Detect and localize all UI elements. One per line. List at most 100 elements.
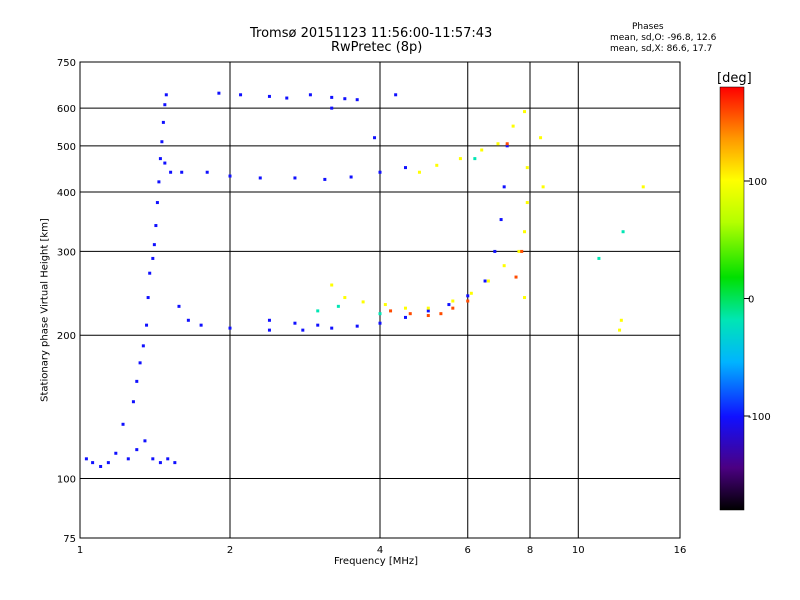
data-point	[447, 303, 451, 307]
data-point	[239, 93, 243, 97]
phases-heading: Phases	[632, 22, 664, 32]
x-tick-label: 6	[465, 545, 471, 556]
data-point	[330, 283, 334, 287]
data-point	[146, 296, 150, 300]
data-point	[439, 312, 443, 316]
data-point	[517, 249, 521, 253]
data-point	[466, 299, 470, 303]
data-point	[383, 303, 387, 307]
data-point	[458, 157, 462, 161]
data-point	[173, 461, 177, 465]
data-point	[148, 271, 152, 275]
data-point	[154, 224, 158, 228]
y-tick-label: 400	[57, 188, 76, 199]
data-point	[343, 97, 347, 101]
data-point	[164, 93, 168, 97]
axis-ticks: 1 2 4 6 8 10 16 75 100 200 300 400 500 600 750	[57, 58, 686, 556]
data-point	[330, 95, 334, 99]
data-point	[285, 96, 289, 100]
data-point	[502, 185, 506, 189]
data-point	[138, 361, 142, 365]
data-point	[114, 451, 118, 455]
data-point	[417, 170, 421, 174]
data-point	[597, 256, 601, 260]
data-point	[378, 170, 382, 174]
data-point	[186, 318, 190, 322]
x-axis-label: Frequency [MHz]	[334, 556, 419, 567]
data-point	[293, 321, 297, 325]
data-point	[451, 306, 455, 310]
data-point	[180, 170, 184, 174]
x-tick-label: 8	[527, 545, 533, 556]
data-point	[121, 422, 125, 426]
data-point	[143, 439, 147, 443]
y-tick-label: 750	[57, 58, 76, 69]
data-point	[160, 140, 164, 144]
data-point	[473, 157, 477, 161]
data-point	[373, 136, 377, 140]
data-point	[511, 124, 515, 128]
data-point	[525, 201, 529, 205]
data-point	[505, 144, 509, 148]
data-point	[126, 457, 130, 461]
data-point	[267, 328, 271, 332]
data-point	[177, 304, 181, 308]
y-tick-label: 100	[57, 475, 76, 486]
data-point	[621, 230, 625, 234]
data-point	[169, 170, 173, 174]
colorbar-ticks: 100 0 -100	[744, 177, 771, 423]
data-point	[394, 93, 398, 97]
data-point	[141, 344, 145, 348]
data-point	[330, 106, 334, 110]
data-point	[267, 94, 271, 98]
y-tick-label: 75	[63, 534, 76, 545]
data-point	[355, 98, 359, 102]
data-point	[228, 326, 232, 330]
data-point	[293, 176, 297, 180]
data-point	[480, 148, 484, 152]
data-point	[151, 256, 155, 260]
data-point	[199, 323, 203, 327]
data-point	[205, 170, 209, 174]
data-point	[523, 230, 527, 234]
data-point	[336, 304, 340, 308]
data-point	[493, 249, 497, 253]
plot-frame	[79, 61, 681, 539]
data-point	[435, 163, 439, 167]
data-point	[91, 461, 95, 465]
colorbar	[719, 86, 745, 511]
x-tick-label: 16	[674, 545, 687, 556]
data-point	[483, 279, 487, 283]
data-point	[330, 326, 334, 330]
data-point	[152, 243, 156, 247]
data-point	[145, 323, 149, 327]
data-point	[451, 299, 455, 303]
data-point	[316, 323, 320, 327]
grid-lines	[80, 62, 680, 538]
data-point	[486, 279, 490, 283]
data-points	[84, 91, 645, 468]
x-tick-label: 10	[572, 545, 585, 556]
data-point	[496, 142, 500, 146]
data-point	[426, 306, 430, 310]
data-point	[361, 300, 365, 304]
data-point	[158, 461, 162, 465]
data-point	[378, 321, 382, 325]
data-point	[502, 264, 506, 268]
data-point	[301, 328, 305, 332]
data-point	[408, 312, 412, 316]
data-point	[166, 457, 170, 461]
data-point	[389, 309, 393, 313]
data-point	[426, 309, 430, 313]
y-tick-label: 500	[57, 142, 76, 153]
data-point	[163, 103, 167, 107]
phase-stats-x: mean, sd,X: 86.6, 17.7	[610, 44, 713, 54]
data-point	[523, 110, 527, 114]
colorbar-label: [deg]	[717, 71, 752, 86]
data-point	[426, 314, 430, 318]
data-point	[378, 312, 382, 316]
data-point	[349, 175, 353, 179]
data-point	[469, 291, 473, 295]
data-point	[157, 180, 161, 184]
data-point	[151, 457, 155, 461]
